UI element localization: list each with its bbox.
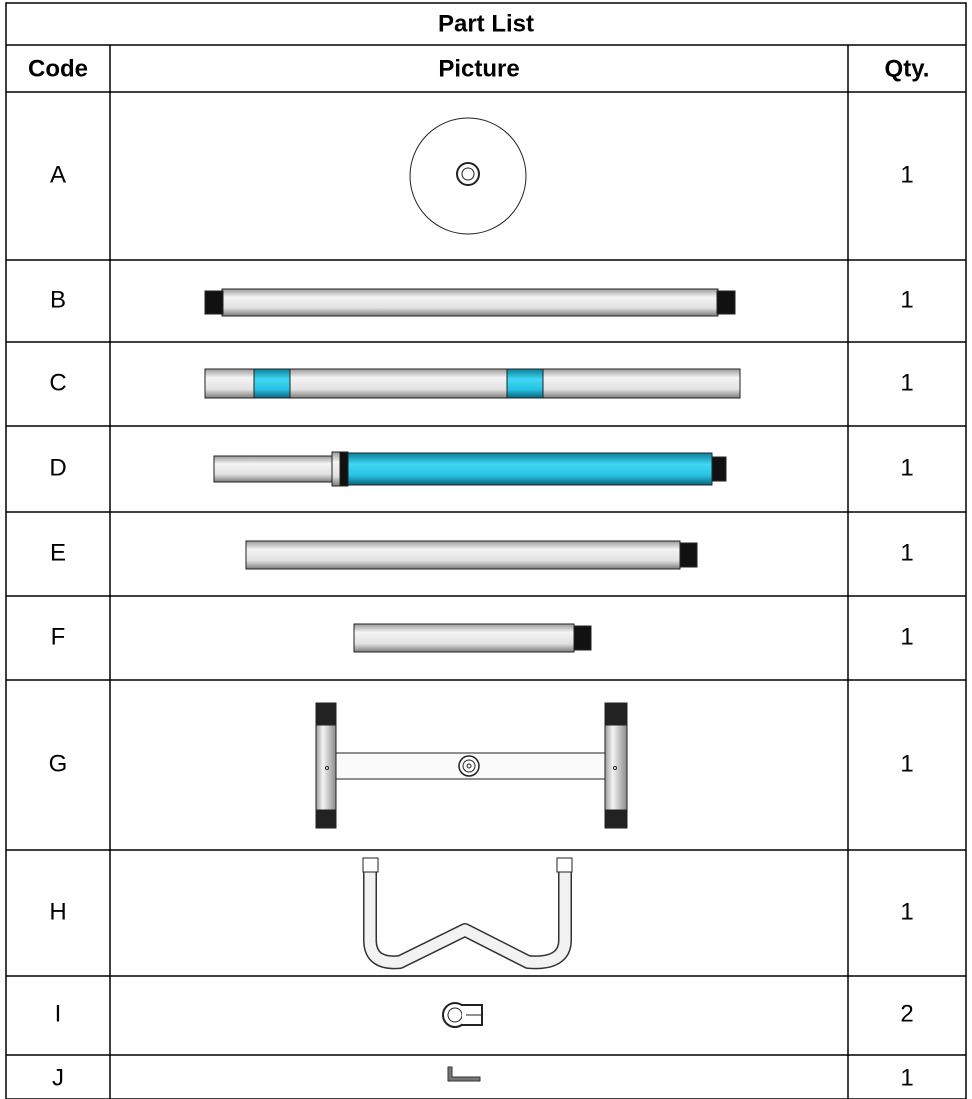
part-qty: 1: [900, 161, 913, 188]
part-qty: 1: [900, 369, 913, 396]
part-pictures: [204, 117, 741, 1082]
part-code: C: [49, 369, 66, 396]
column-header: Code: [28, 55, 88, 82]
part-qty: 1: [900, 454, 913, 481]
part-code: F: [51, 623, 66, 650]
part-code: A: [50, 161, 66, 188]
part-qty: 1: [900, 898, 913, 925]
part-qty: 2: [900, 1000, 913, 1027]
part-code: E: [50, 539, 66, 566]
part-code: D: [49, 454, 66, 481]
part-code: J: [52, 1064, 64, 1091]
part-qty: 1: [900, 623, 913, 650]
part-qty: 1: [900, 1064, 913, 1091]
table-cells: A 1 B 1 C 1 D 1 E 1 F 1 G 1 H 1 I 2 J 1: [49, 161, 914, 1091]
column-header: Qty.: [885, 55, 930, 82]
table-title: Part List: [438, 10, 534, 37]
part-code: H: [49, 898, 66, 925]
part-qty: 1: [900, 750, 913, 777]
part-qty: 1: [900, 539, 913, 566]
part-code: G: [49, 750, 68, 777]
part-code: B: [50, 286, 66, 313]
column-header: Picture: [438, 55, 519, 82]
table-grid: [5, 2, 967, 1099]
part-code: I: [55, 1000, 62, 1027]
part-qty: 1: [900, 286, 913, 313]
